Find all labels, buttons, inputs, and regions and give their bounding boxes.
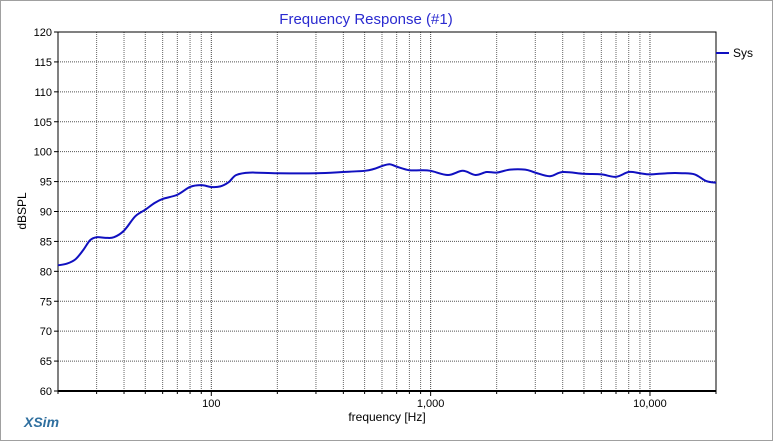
y-tick-label: 110 [34,87,52,99]
y-tick-label: 120 [34,27,52,39]
y-tick-label: 105 [34,117,52,129]
y-tick-label: 60 [40,386,52,398]
y-tick-label: 100 [34,147,52,159]
y-tick-label: 95 [40,177,52,189]
y-tick-label: 75 [40,296,52,308]
xsim-logo: XSim [23,414,59,430]
chart-title: Frequency Response (#1) [279,11,452,28]
x-tick-label: 1,000 [417,398,445,410]
series-layer [57,163,717,267]
y-tick-label: 90 [40,207,52,219]
x-axis-label: frequency [Hz] [348,410,425,424]
legend: Sys [716,46,753,60]
y-tick-label: 80 [40,266,52,278]
y-tick-label: 115 [34,57,52,69]
grid [57,31,717,392]
x-tick-label: 10,000 [633,398,667,410]
x-tick-label: 100 [202,398,220,410]
series-line-sys [57,163,717,267]
y-axis-label: dBSPL [15,192,29,230]
y-tick-label: 85 [40,236,52,248]
y-tick-label: 70 [40,326,52,338]
axis-ticks: 60 65 70 75 80 85 90 95 100 105 110 115 120 100 1,000 1… [34,27,717,410]
y-tick-label: 65 [40,356,52,368]
legend-label-sys: Sys [733,46,753,60]
